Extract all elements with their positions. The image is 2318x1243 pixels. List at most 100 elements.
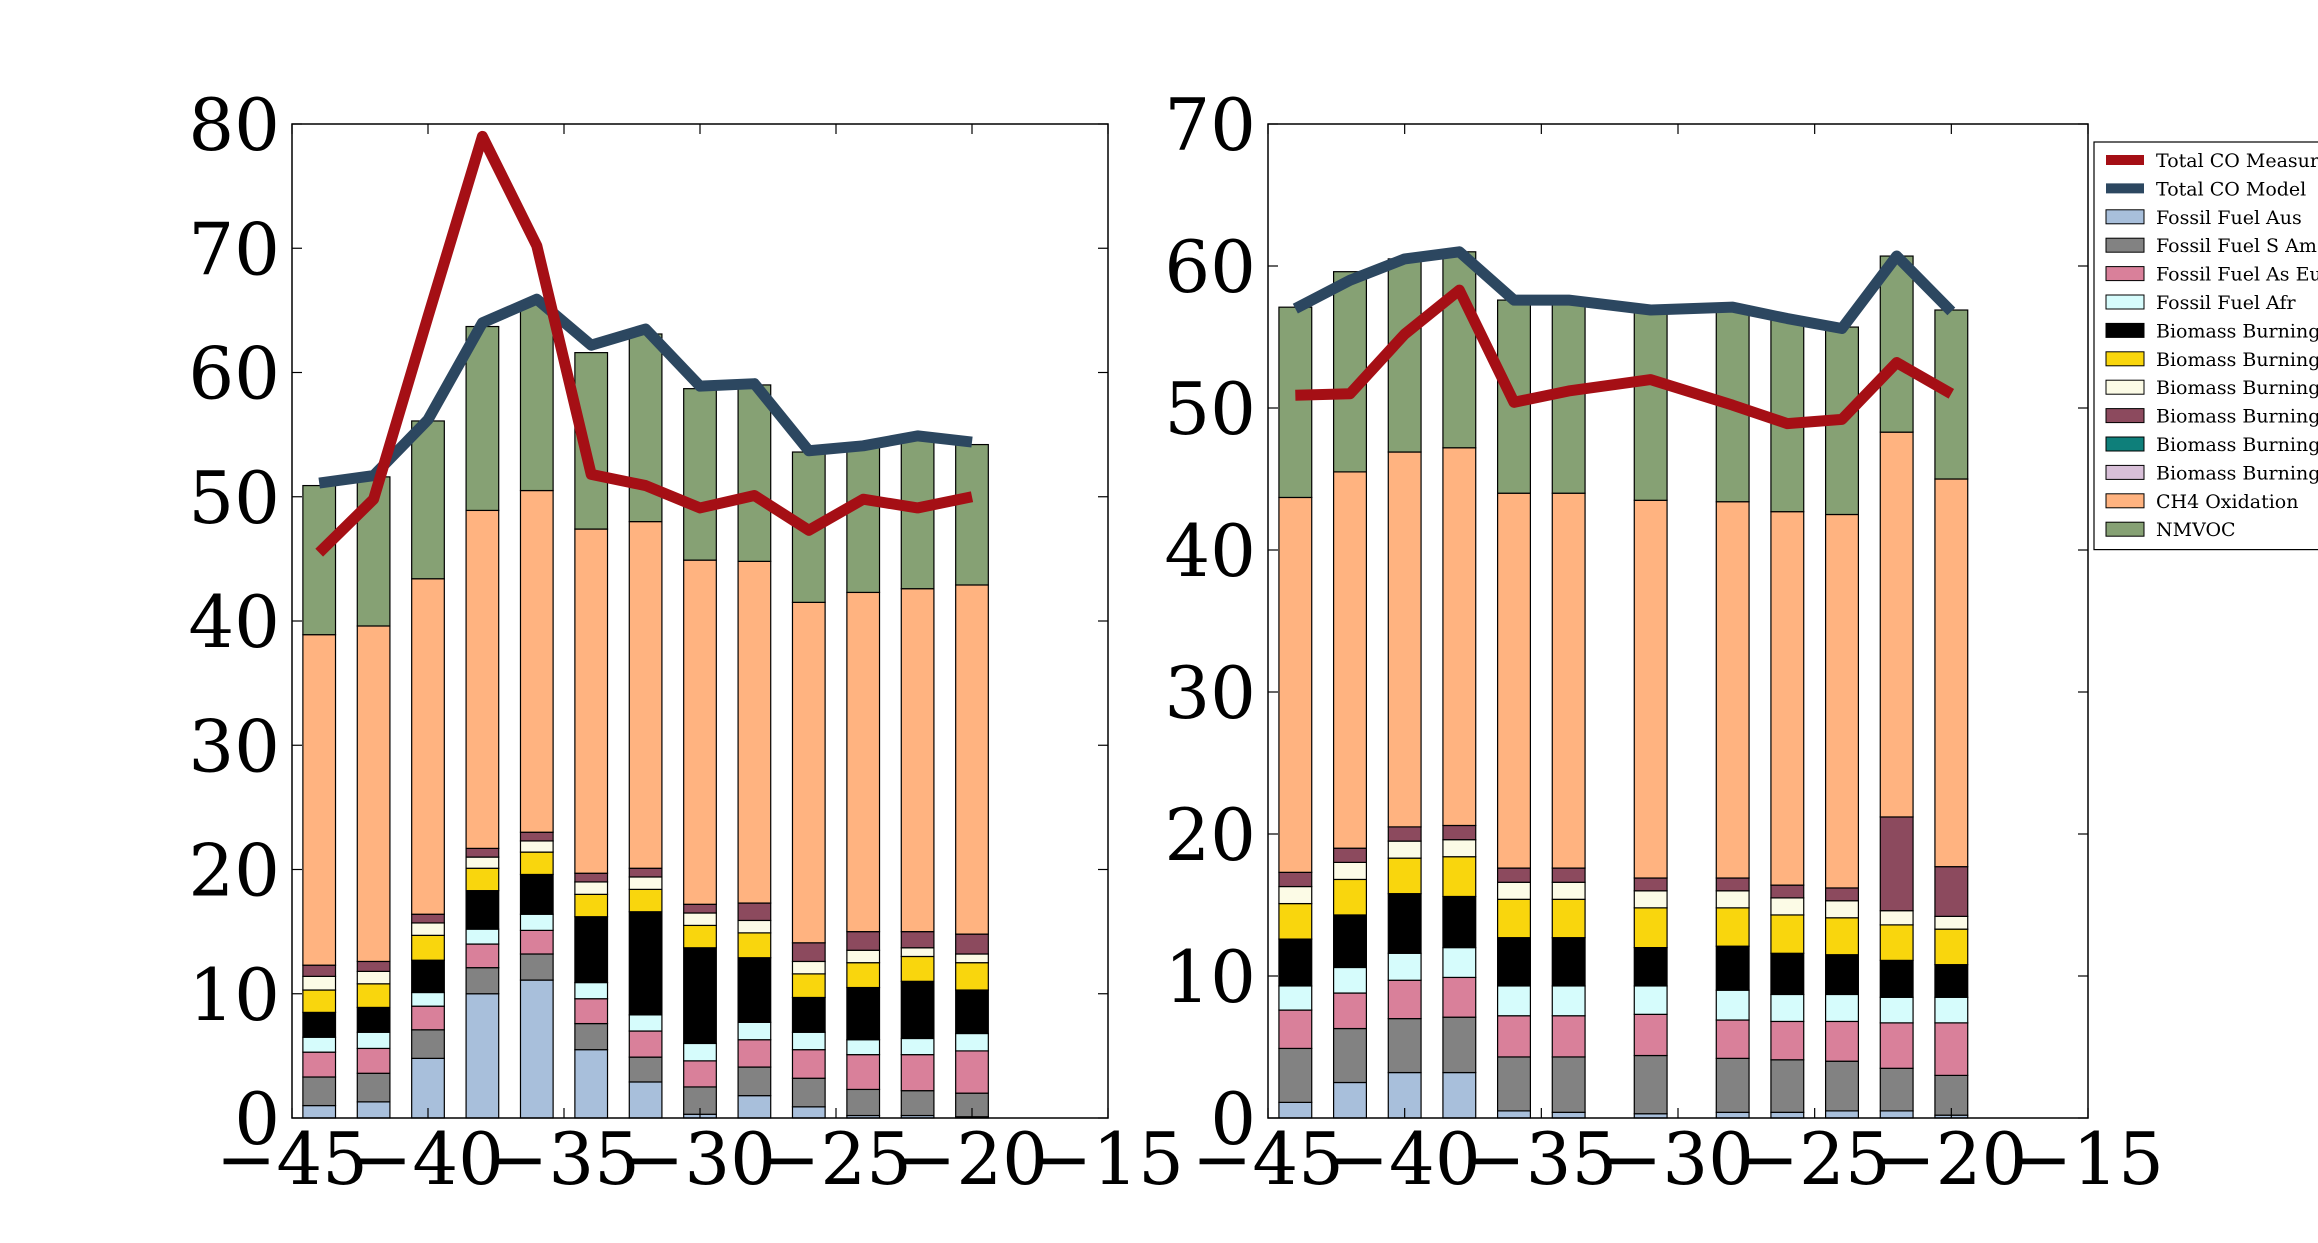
bar-segment-biomass-burning-s-am	[1934, 915, 1969, 930]
bar-segment-biomass-burning-afr	[1442, 856, 1477, 898]
bar-segment-biomass-burning-afr	[846, 962, 881, 989]
bar-segment-biomass-burning-afr	[302, 989, 337, 1013]
bar-segment-biomass-burning-oce	[465, 847, 500, 858]
bar-segment-biomass-burning-aus	[846, 986, 881, 1041]
bar-segment-biomass-burning-aus	[302, 1011, 337, 1038]
bar-segment-biomass-burning-afr	[1551, 898, 1586, 939]
bar-segment-nmvoc	[465, 325, 500, 512]
bar-segment-ch4-oxidation	[1824, 513, 1859, 889]
bar-segment-biomass-burning-oce	[1551, 867, 1586, 883]
bar-segment-fossil-fuel-as-eu-n-am	[411, 1005, 445, 1031]
bar-segment-fossil-fuel-afr	[519, 913, 554, 931]
bar-segment-fossil-fuel-afr	[628, 1014, 663, 1032]
bar-segment-fossil-fuel-afr	[737, 1021, 772, 1041]
bar-segment-fossil-fuel-as-eu-n-am	[1879, 1022, 1914, 1069]
bar-segment-biomass-burning-afr	[1824, 917, 1859, 956]
bar-segment-fossil-fuel-as-eu-n-am	[302, 1051, 337, 1078]
bar-segment-fossil-fuel-as-eu-n-am	[1278, 1009, 1313, 1050]
bar-segment-fossil-fuel-s-am	[1332, 1027, 1367, 1084]
ticks: −45−40−35−30−25−20−15 0 10 20 30 40 50 60 70	[1164, 83, 2164, 1201]
bar-segment-biomass-burning-oce	[1442, 824, 1477, 841]
bar-segment-biomass-burning-aus	[1332, 914, 1367, 969]
bar-segment-fossil-fuel-as-eu-n-am	[628, 1030, 663, 1058]
bar-segment-biomass-burning-s-am	[900, 947, 935, 958]
x-tick-label: −15	[1032, 1117, 1184, 1201]
bar-segment-biomass-burning-afr	[1879, 924, 1914, 961]
x-tick-label: −20	[1875, 1117, 2027, 1201]
bar-segment-biomass-burning-s-am	[1551, 881, 1586, 900]
bar-segment-biomass-burning-aus	[519, 873, 554, 915]
bar-segment-fossil-fuel-aus	[628, 1081, 663, 1119]
bar-segment-fossil-fuel-as-eu-n-am	[1332, 992, 1367, 1030]
bar-segment-fossil-fuel-s-am	[737, 1066, 772, 1097]
legend-label-fossil-fuel-afr: Fossil Fuel Afr	[2156, 292, 2296, 314]
bar-segment-biomass-burning-s-am	[1633, 890, 1668, 909]
bar-segment-ch4-oxidation	[791, 601, 826, 944]
bar-segment-ch4-oxidation	[411, 578, 445, 915]
bar-segment-biomass-burning-oce	[737, 902, 772, 922]
bar-segment-fossil-fuel-as-eu-n-am	[1442, 976, 1477, 1018]
bar-segment-biomass-burning-oce	[955, 933, 989, 955]
bar-segment-biomass-burning-aus	[900, 980, 935, 1040]
bar-segment-ch4-oxidation	[1715, 501, 1750, 879]
bar-segment-biomass-burning-s-am	[955, 953, 989, 964]
bar-segment-fossil-fuel-as-eu-n-am	[1715, 1019, 1750, 1059]
bar-segment-fossil-fuel-s-am	[846, 1088, 881, 1117]
y-tick-label: 0	[1210, 1077, 1256, 1161]
bar-segment-fossil-fuel-as-eu-n-am	[846, 1054, 881, 1091]
bar-segment-nmvoc	[1278, 306, 1313, 499]
bar-segment-fossil-fuel-s-am	[1387, 1017, 1422, 1074]
ticks: −45−40−35−30−25−20−15 0 10 20 30 40 50 60 70 80	[188, 83, 1184, 1201]
bar-segment-fossil-fuel-s-am	[1442, 1016, 1477, 1074]
bar-segment-fossil-fuel-as-eu-n-am	[356, 1047, 391, 1074]
bar-segment-biomass-burning-s-am	[519, 840, 554, 853]
bar-segment-fossil-fuel-s-am	[1715, 1057, 1750, 1113]
bar-segment-fossil-fuel-s-am	[1496, 1056, 1531, 1112]
bar-segment-fossil-fuel-as-eu-n-am	[1770, 1020, 1805, 1061]
model-line	[1292, 246, 1956, 334]
legend-label-biomass-burning-s-am: Biomass Burning S Am	[2156, 377, 2318, 399]
bar-segment-biomass-burning-s-am	[411, 922, 445, 936]
legend-label-biomass-burning-ind: Biomass Burning Ind	[2156, 462, 2318, 484]
bar-segment-ch4-oxidation	[1278, 496, 1313, 873]
bar-segment-biomass-burning-oce	[683, 903, 717, 914]
bar-segment-biomass-burning-afr	[465, 867, 500, 892]
bar-segment-fossil-fuel-afr	[791, 1031, 826, 1051]
bar-segment-fossil-fuel-afr	[356, 1031, 391, 1050]
bar-segment-fossil-fuel-aus	[1278, 1101, 1313, 1119]
bar-segment-fossil-fuel-as-eu-n-am	[1496, 1015, 1531, 1058]
legend-swatch-fossil-fuel-s-am	[2105, 237, 2145, 253]
bar-segment-biomass-burning-afr	[519, 851, 554, 876]
bar-segment-biomass-burning-oce	[411, 913, 445, 924]
bar-segment-biomass-burning-s-am	[356, 970, 391, 985]
bar-segment-biomass-burning-aus	[1934, 964, 1969, 998]
bar-segment-biomass-burning-s-am	[574, 881, 609, 895]
bar-segment-ch4-oxidation	[519, 489, 554, 833]
bar-segment-biomass-burning-aus	[411, 959, 445, 994]
y-tick-label: 30	[1164, 651, 1256, 735]
y-tick-label: 50	[188, 456, 280, 540]
y-tick-label: 10	[188, 953, 280, 1037]
bar-segment-biomass-burning-s-am	[846, 949, 881, 964]
bar-segment-fossil-fuel-aus	[1442, 1071, 1477, 1119]
y-tick-label: 60	[188, 332, 280, 416]
bar-segment-biomass-burning-oce	[1387, 826, 1422, 842]
legend-label-nmvoc: NMVOC	[2156, 519, 2236, 541]
bar-segment-biomass-burning-afr	[900, 955, 935, 982]
bar-segment-fossil-fuel-afr	[1332, 966, 1367, 994]
bar-segment-biomass-burning-oce	[1879, 816, 1914, 912]
legend-label-fossil-fuel-s-am: Fossil Fuel S Am	[2156, 235, 2317, 257]
legend: Total CO Measurement Total CO Model Fossil…	[2093, 141, 2318, 551]
bar-segment-fossil-fuel-afr	[1715, 989, 1750, 1021]
bar-segment-biomass-burning-aus	[1551, 937, 1586, 987]
bar-segment-fossil-fuel-as-eu-n-am	[1824, 1020, 1859, 1062]
bar-segment-biomass-burning-oce	[356, 960, 391, 972]
bar-segment-fossil-fuel-as-eu-n-am	[955, 1050, 989, 1094]
bar-segment-biomass-burning-oce	[574, 872, 609, 883]
bar-segment-biomass-burning-oce	[1715, 877, 1750, 892]
bar-segment-fossil-fuel-as-eu-n-am	[900, 1054, 935, 1092]
bar-segment-nmvoc	[302, 484, 337, 636]
bar-segment-fossil-fuel-s-am	[628, 1056, 663, 1083]
bar-segment-fossil-fuel-as-eu-n-am	[465, 943, 500, 969]
bar-segment-biomass-burning-afr	[1332, 878, 1367, 916]
